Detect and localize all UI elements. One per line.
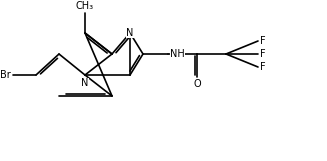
Text: F: F bbox=[260, 49, 266, 59]
Text: O: O bbox=[193, 79, 201, 89]
Text: F: F bbox=[260, 62, 266, 72]
Text: N: N bbox=[126, 28, 134, 38]
Text: Br: Br bbox=[0, 70, 11, 80]
Text: CH₃: CH₃ bbox=[76, 1, 94, 11]
Text: NH: NH bbox=[170, 49, 185, 59]
Text: F: F bbox=[260, 36, 266, 46]
Text: N: N bbox=[81, 78, 89, 88]
